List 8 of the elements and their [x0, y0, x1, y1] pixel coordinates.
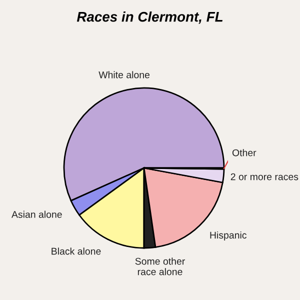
- slice-label: Black alone: [52, 248, 101, 255]
- slice-label: Some other race alone: [135, 258, 185, 276]
- slice-label: White alone: [98, 71, 150, 78]
- slice-label: Hispanic: [210, 231, 247, 241]
- slice-label: Other: [232, 149, 256, 156]
- slice-label: Asian alone: [12, 210, 62, 218]
- chart-title: Races in Clermont, FL: [76, 12, 223, 24]
- slice-label: 2 or more races: [230, 173, 298, 180]
